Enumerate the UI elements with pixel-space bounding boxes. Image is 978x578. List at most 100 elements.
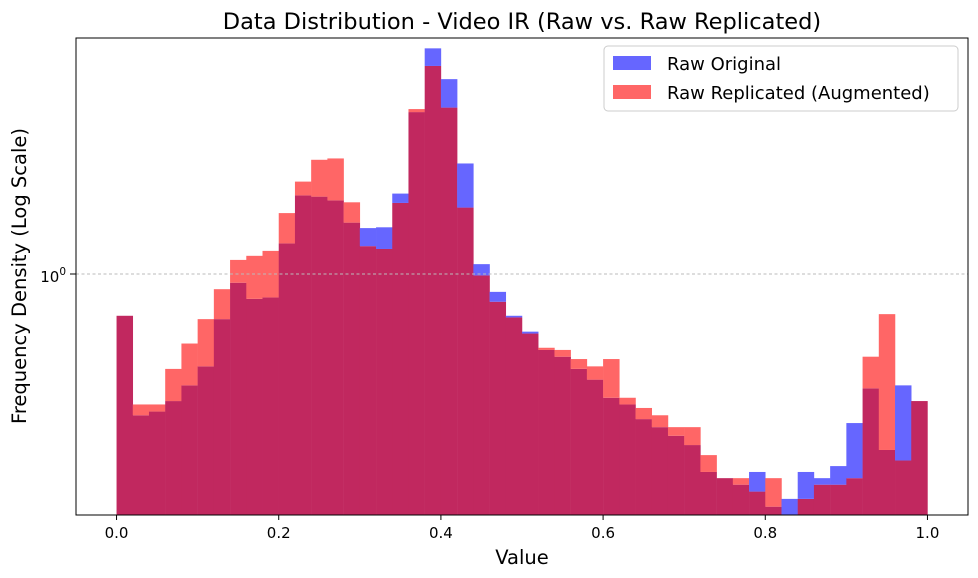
chart-title: Data Distribution - Video IR (Raw vs. Ra… bbox=[223, 9, 821, 35]
bar-raw-original-excess-bin-17 bbox=[392, 193, 409, 203]
bar-overlap-bin-1 bbox=[132, 415, 150, 515]
bar-overlap-bin-8 bbox=[246, 298, 263, 515]
bar-overlap-bin-22 bbox=[473, 275, 490, 515]
bar-overlap-bin-43 bbox=[813, 484, 831, 515]
bar-raw-replicated-excess-bin-38 bbox=[732, 478, 750, 485]
bar-overlap-bin-48 bbox=[895, 460, 912, 515]
bar-overlap-bin-34 bbox=[667, 435, 685, 515]
bar-raw-replicated-excess-bin-35 bbox=[684, 427, 701, 446]
bar-raw-original-excess-bin-20 bbox=[440, 79, 458, 108]
bar-raw-replicated-excess-bin-30 bbox=[603, 359, 620, 398]
bar-overlap-bin-45 bbox=[846, 478, 863, 515]
x-tick-label: 0.0 bbox=[105, 524, 129, 542]
bar-overlap-bin-30 bbox=[603, 397, 620, 515]
bar-raw-replicated-excess-bin-10 bbox=[278, 213, 296, 244]
bar-overlap-bin-4 bbox=[181, 385, 198, 515]
bar-raw-replicated-excess-bin-7 bbox=[230, 259, 247, 283]
bar-overlap-bin-47 bbox=[878, 449, 896, 515]
bar-overlap-bin-13 bbox=[327, 200, 344, 515]
bar-raw-original-excess-bin-41 bbox=[781, 498, 798, 515]
x-tick-label: 0.4 bbox=[429, 524, 453, 542]
bar-overlap-bin-14 bbox=[343, 222, 361, 515]
bar-raw-original-excess-bin-44 bbox=[830, 466, 847, 485]
bar-overlap-bin-20 bbox=[440, 107, 458, 515]
bar-raw-replicated-excess-bin-40 bbox=[765, 478, 782, 507]
bar-overlap-bin-17 bbox=[392, 202, 409, 515]
bar-raw-replicated-excess-bin-18 bbox=[408, 109, 425, 113]
bar-raw-replicated-excess-bin-31 bbox=[619, 397, 636, 405]
bar-overlap-bin-10 bbox=[278, 243, 296, 515]
bar-overlap-bin-27 bbox=[554, 356, 571, 515]
bar-raw-replicated-excess-bin-26 bbox=[538, 347, 555, 350]
bar-raw-replicated-excess-bin-27 bbox=[554, 349, 571, 357]
legend-swatch-raw-replicated bbox=[613, 85, 651, 99]
bar-raw-original-excess-bin-23 bbox=[489, 291, 507, 302]
bar-overlap-bin-12 bbox=[311, 196, 328, 515]
bar-overlap-bin-24 bbox=[505, 317, 523, 515]
bar-overlap-bin-6 bbox=[213, 319, 231, 515]
bar-overlap-bin-7 bbox=[230, 282, 247, 515]
bar-raw-original-excess-bin-39 bbox=[749, 471, 766, 492]
bar-raw-original-excess-bin-16 bbox=[376, 227, 393, 249]
bar-raw-original-excess-bin-19 bbox=[424, 48, 442, 66]
bar-overlap-bin-9 bbox=[262, 297, 279, 515]
bar-raw-replicated-excess-bin-14 bbox=[343, 202, 361, 223]
bar-overlap-bin-33 bbox=[651, 427, 669, 515]
bar-raw-replicated-excess-bin-29 bbox=[586, 366, 604, 380]
bar-raw-original-excess-bin-43 bbox=[813, 478, 831, 485]
bar-overlap-bin-18 bbox=[408, 112, 425, 515]
bar-raw-original-excess-bin-25 bbox=[522, 331, 539, 334]
bar-raw-replicated-excess-bin-36 bbox=[700, 455, 717, 472]
bar-raw-replicated-excess-bin-34 bbox=[667, 427, 685, 436]
bar-raw-replicated-excess-bin-3 bbox=[165, 368, 182, 402]
plot-frame bbox=[75, 37, 969, 516]
bar-raw-original-excess-bin-48 bbox=[895, 385, 912, 461]
y-tick-exponent: 0 bbox=[59, 266, 66, 278]
bar-overlap-bin-46 bbox=[862, 388, 880, 515]
legend-label-raw-original: Raw Original bbox=[667, 54, 781, 75]
x-axis-ticks: 0.0 0.2 0.4 0.6 0.8 1.0 bbox=[105, 515, 939, 542]
legend-swatch-raw-original bbox=[613, 56, 651, 70]
bar-overlap-bin-44 bbox=[830, 484, 847, 515]
bar-overlap-bin-16 bbox=[376, 248, 393, 516]
bar-overlap-bin-11 bbox=[294, 195, 312, 515]
x-tick-label: 0.8 bbox=[753, 524, 777, 542]
y-tick-label-1e0: 100 bbox=[40, 266, 66, 286]
bar-overlap-bin-15 bbox=[359, 246, 377, 515]
bar-overlap-bin-42 bbox=[797, 498, 815, 515]
bar-overlap-bin-0 bbox=[116, 315, 134, 515]
bar-overlap-bin-2 bbox=[148, 411, 166, 515]
x-tick-label: 0.2 bbox=[267, 524, 291, 542]
bars-layer bbox=[116, 48, 928, 516]
bar-raw-replicated-excess-bin-47 bbox=[878, 314, 896, 450]
bar-overlap-bin-21 bbox=[457, 207, 474, 515]
bar-raw-original-excess-bin-21 bbox=[457, 163, 474, 208]
bar-overlap-bin-23 bbox=[489, 301, 507, 515]
bar-raw-replicated-excess-bin-5 bbox=[197, 319, 215, 367]
bar-overlap-bin-5 bbox=[197, 366, 215, 515]
bar-raw-original-excess-bin-15 bbox=[359, 228, 377, 247]
bar-overlap-bin-28 bbox=[570, 368, 588, 515]
bar-overlap-bin-36 bbox=[700, 471, 717, 515]
bar-raw-replicated-excess-bin-6 bbox=[213, 289, 231, 320]
legend-box bbox=[603, 45, 959, 112]
y-axis-tick: 100 bbox=[40, 266, 76, 286]
bar-overlap-bin-19 bbox=[424, 65, 442, 516]
bar-raw-replicated-excess-bin-11 bbox=[294, 181, 312, 196]
bar-overlap-bin-35 bbox=[684, 445, 701, 515]
bar-raw-replicated-excess-bin-1 bbox=[132, 404, 150, 416]
bar-raw-replicated-excess-bin-8 bbox=[246, 255, 263, 299]
x-tick-label: 0.6 bbox=[591, 524, 615, 542]
bar-overlap-bin-38 bbox=[732, 484, 750, 515]
bar-raw-replicated-excess-bin-12 bbox=[311, 159, 328, 197]
bar-overlap-bin-39 bbox=[749, 491, 766, 515]
bar-raw-replicated-excess-bin-2 bbox=[148, 404, 166, 412]
bar-overlap-bin-31 bbox=[619, 404, 636, 515]
y-axis-label: Frequency Density (Log Scale) bbox=[8, 128, 31, 424]
x-axis-label: Value bbox=[495, 546, 549, 569]
bar-overlap-bin-49 bbox=[911, 401, 928, 515]
bar-raw-replicated-excess-bin-46 bbox=[862, 356, 880, 389]
y-tick-base: 10 bbox=[40, 268, 59, 286]
bar-overlap-bin-3 bbox=[165, 401, 182, 515]
